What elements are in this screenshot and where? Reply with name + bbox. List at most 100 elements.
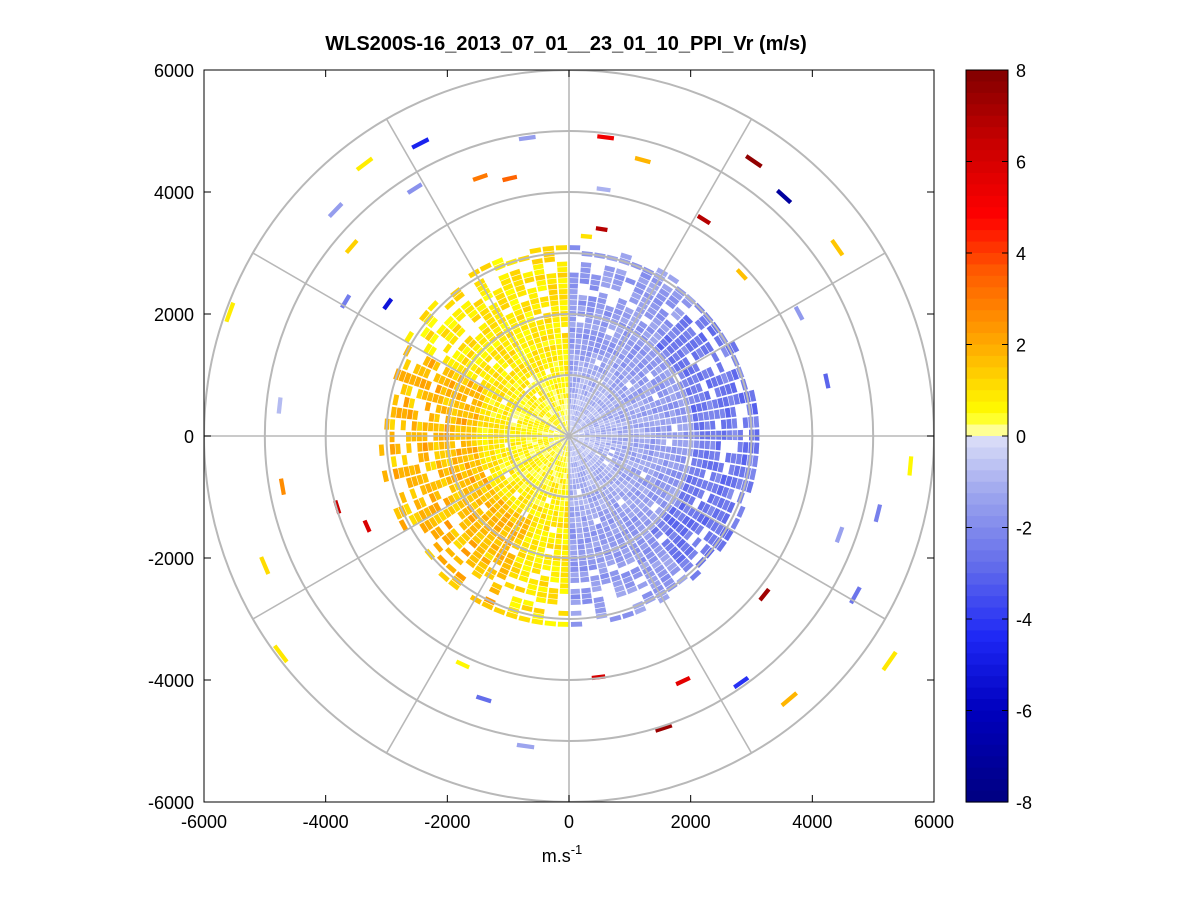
velocity-cell [427,317,438,329]
velocity-cell [580,350,587,356]
velocity-cell [401,408,408,419]
velocity-cell [548,532,556,539]
velocity-cell [555,538,562,545]
velocity-cell [456,353,466,363]
velocity-cell [548,379,554,385]
velocity-cell [561,439,566,443]
velocity-cell [570,550,578,556]
velocity-cell [585,447,591,452]
velocity-cell [654,420,661,426]
velocity-cell [752,455,759,468]
velocity-cell [563,410,566,416]
velocity-cell [597,366,604,374]
velocity-cell [509,516,518,524]
velocity-cell [570,577,580,583]
velocity-cell [461,532,471,542]
velocity-cell [685,474,693,484]
velocity-cell [637,580,649,590]
velocity-cell [562,404,565,410]
velocity-cell [526,429,532,432]
velocity-cell [511,446,517,451]
velocity-cell [586,306,595,313]
velocity-cell [746,481,754,494]
velocity-cell [532,427,538,431]
velocity-cell [579,420,584,425]
velocity-cell [622,487,630,494]
velocity-cell [572,484,577,490]
velocity-cell [520,409,527,415]
velocity-cell [711,399,719,409]
velocity-cell [586,404,591,410]
velocity-cell [552,445,557,449]
velocity-cell [700,344,710,356]
velocity-cell [610,446,616,451]
velocity-cell [543,428,549,431]
velocity-cell [726,418,732,429]
velocity-cell [547,385,552,392]
colorbar-swatch [966,630,1008,643]
velocity-cell [662,348,671,358]
velocity-cell [433,441,439,451]
velocity-cell [622,610,635,619]
velocity-cell [529,450,536,455]
velocity-cell [541,495,547,502]
velocity-cell [582,521,589,528]
velocity-cell [671,326,681,337]
velocity-cell [580,262,592,268]
velocity-cell [476,282,488,293]
velocity-cell [584,537,592,544]
velocity-cell [606,411,612,417]
velocity-cell [594,442,600,446]
velocity-cell [604,475,610,481]
velocity-cell [538,454,544,459]
velocity-cell [499,529,509,538]
velocity-cell [580,401,584,407]
velocity-cell [542,245,555,252]
velocity-cell [625,373,633,381]
velocity-cell [414,464,421,475]
velocity-cell [461,418,467,426]
velocity-cell [595,432,601,435]
velocity-cell [573,360,579,366]
velocity-cell [509,268,521,277]
velocity-cell [570,594,581,600]
velocity-cell [682,423,689,431]
velocity-cell [591,401,596,407]
velocity-cell [597,459,603,465]
velocity-cell [539,353,546,360]
colorbar-swatch [966,481,1008,494]
velocity-cell [557,472,562,478]
velocity-cell [593,444,600,448]
velocity-cell [579,482,584,489]
velocity-cell [439,441,445,450]
velocity-cell [476,385,484,393]
velocity-cell [537,433,543,436]
velocity-cell [575,388,579,394]
velocity-cell [487,519,496,528]
velocity-cell [548,289,558,296]
velocity-cell [467,514,476,524]
velocity-cell [579,565,588,572]
velocity-cell [585,449,590,454]
velocity-cell [549,504,555,510]
velocity-cell [506,552,516,561]
velocity-cell [611,399,618,406]
velocity-cell [586,548,594,555]
velocity-cell [461,507,471,517]
velocity-cell [532,429,538,433]
velocity-cell [559,436,565,438]
velocity-cell [560,377,565,383]
velocity-cell [691,374,700,384]
velocity-cell [578,499,584,506]
velocity-cell [443,377,451,387]
velocity-cell [670,469,678,478]
colorbar-swatch [966,298,1008,311]
velocity-cell [578,419,583,424]
velocity-cell [500,516,509,524]
sparse-return [355,156,374,172]
velocity-cell [588,363,595,370]
velocity-cell [653,413,660,420]
velocity-cell [551,482,556,488]
colorbar-swatch [966,779,1008,792]
